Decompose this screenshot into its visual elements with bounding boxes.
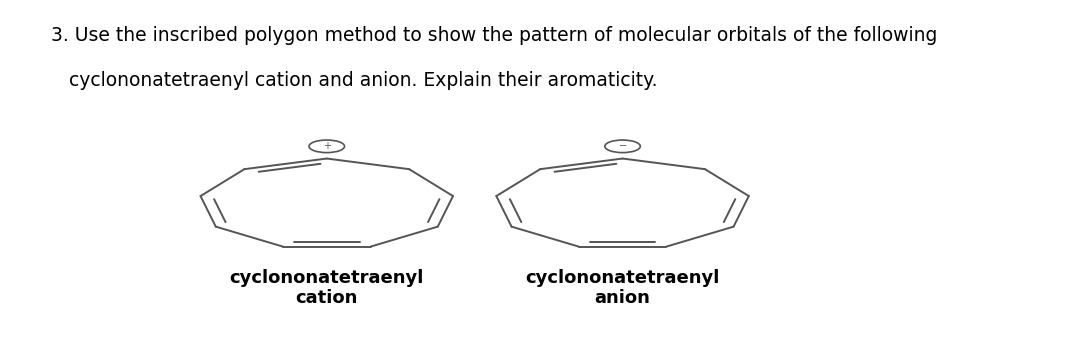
Text: −: − xyxy=(619,141,626,151)
Text: +: + xyxy=(323,141,330,151)
Text: cyclononatetraenyl
cation: cyclononatetraenyl cation xyxy=(230,269,424,307)
Text: cyclononatetraenyl cation and anion. Explain their aromaticity.: cyclononatetraenyl cation and anion. Exp… xyxy=(51,71,658,90)
Text: cyclononatetraenyl
anion: cyclononatetraenyl anion xyxy=(525,269,719,307)
Text: 3. Use the inscribed polygon method to show the pattern of molecular orbitals of: 3. Use the inscribed polygon method to s… xyxy=(51,26,937,45)
